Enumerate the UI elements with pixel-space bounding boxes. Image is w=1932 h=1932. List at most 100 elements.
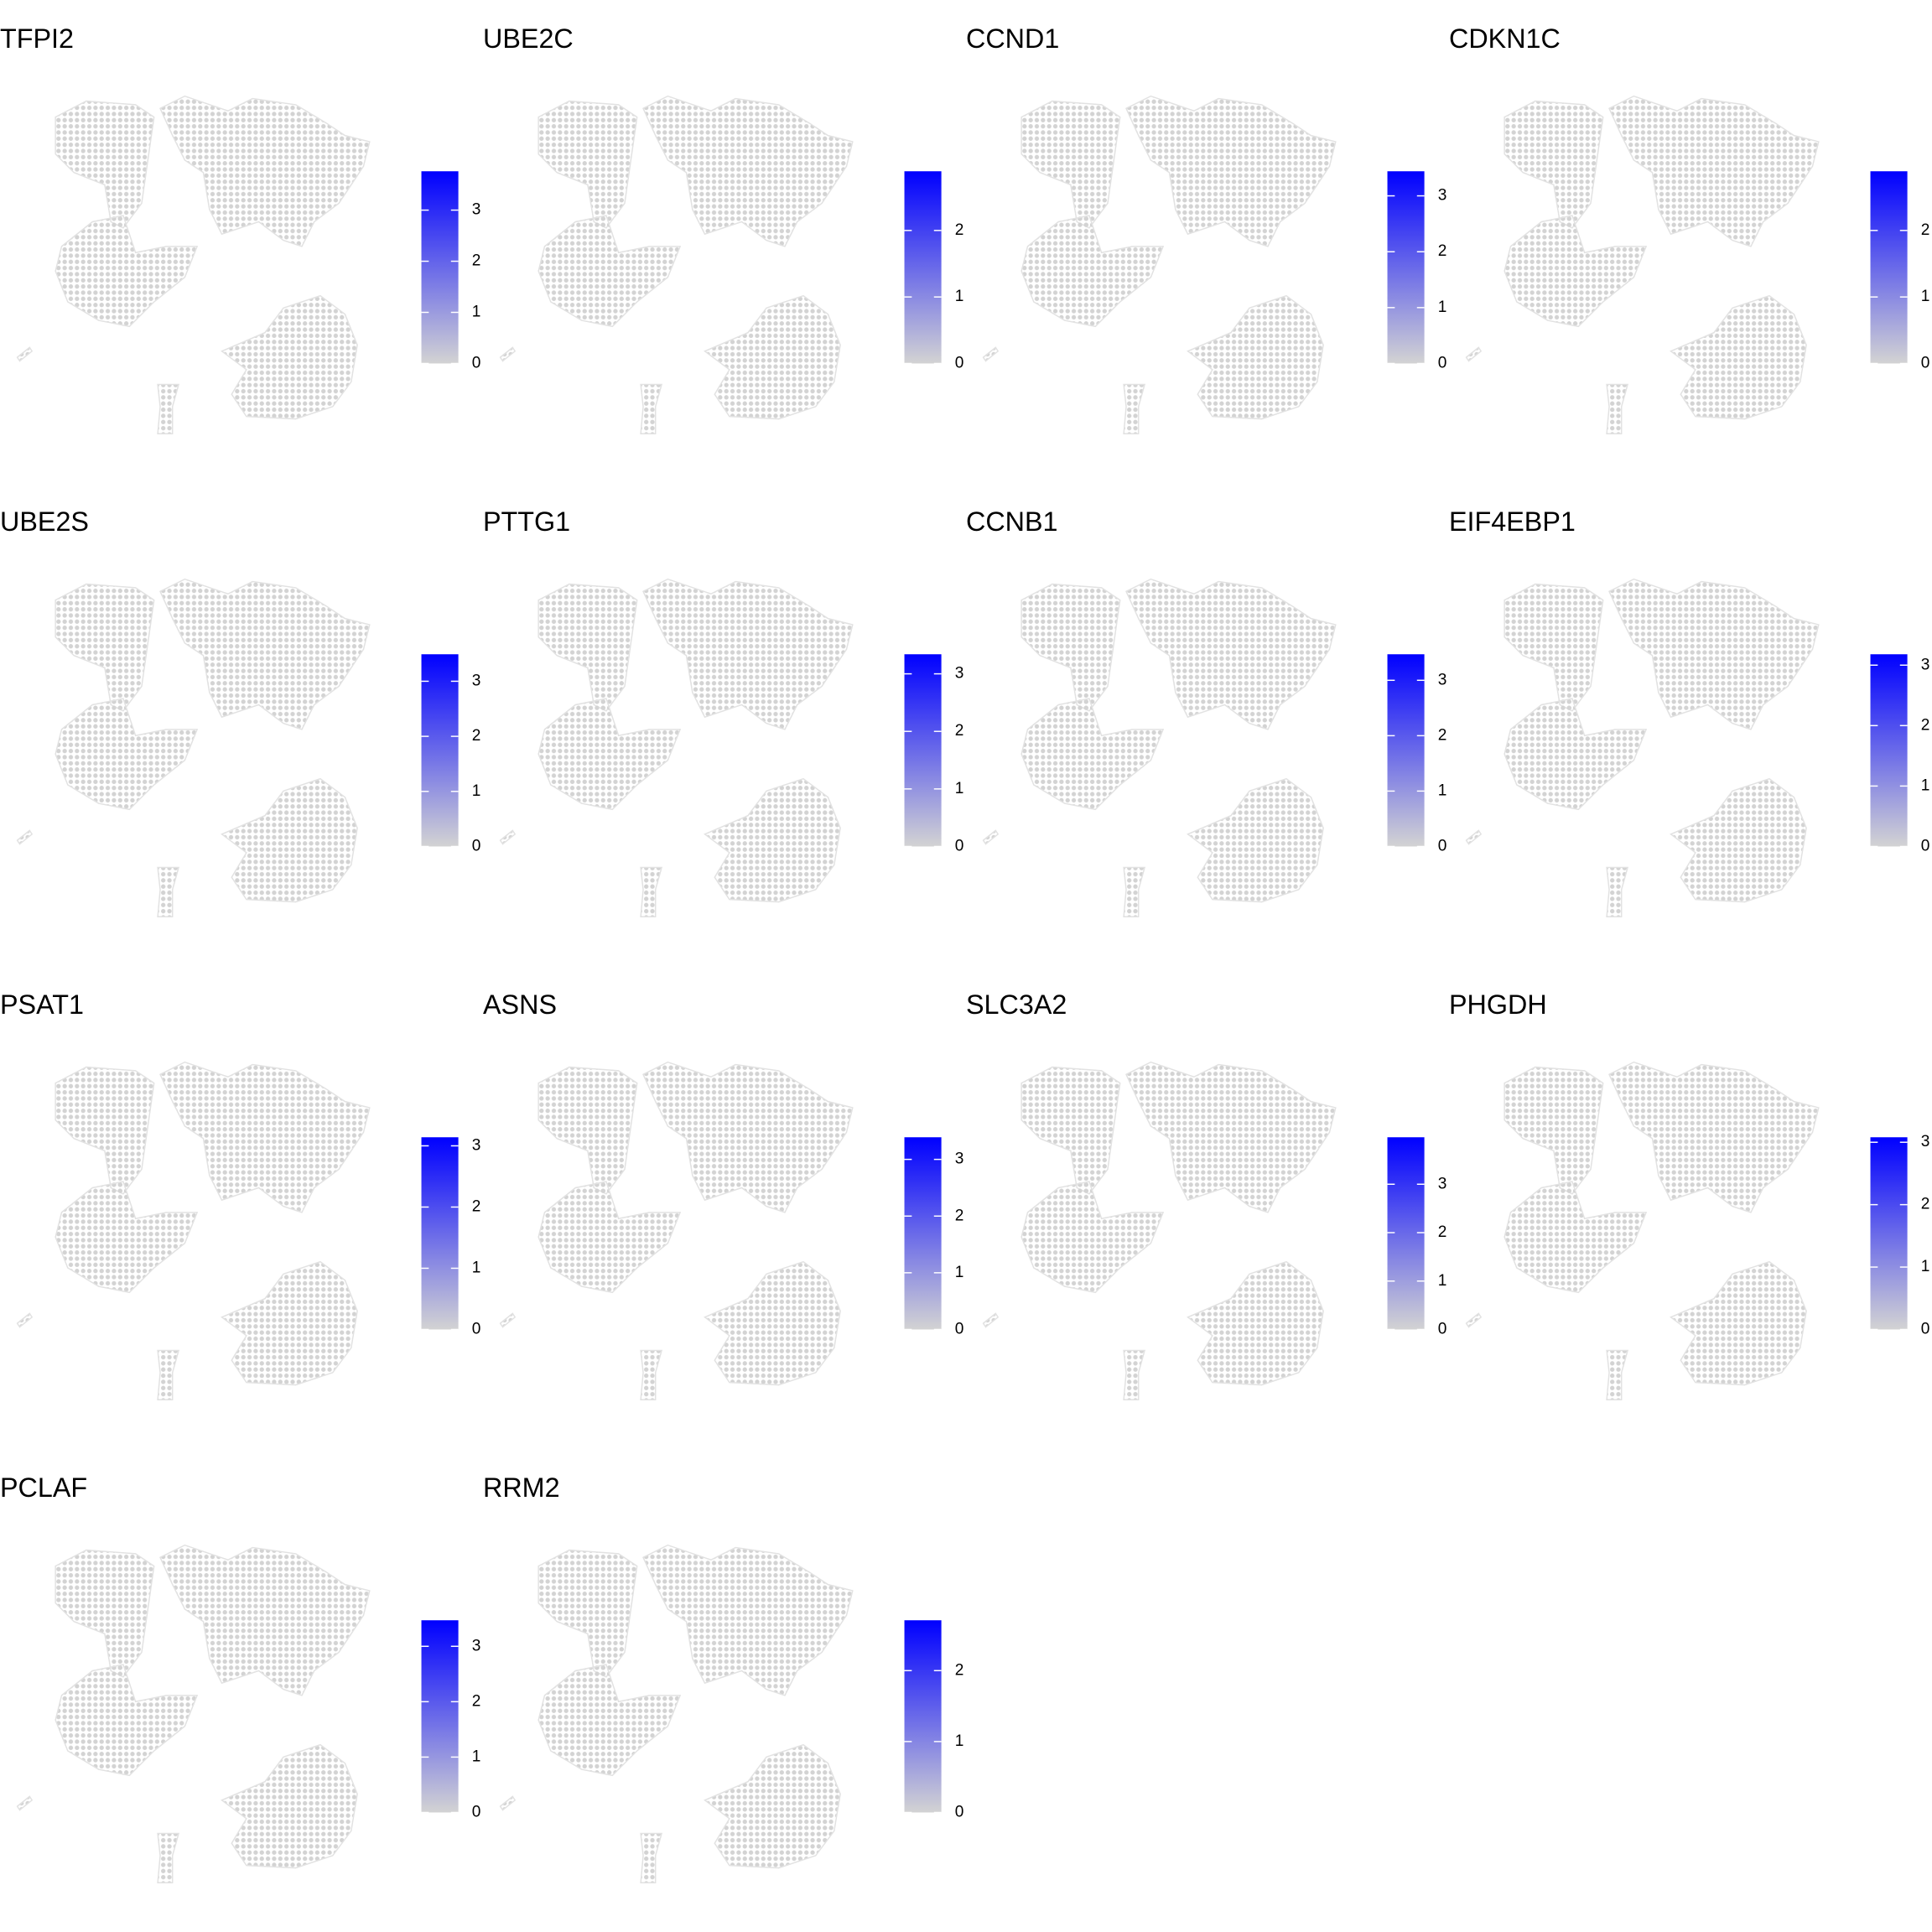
feature-panel: EIF4EBP1 0 1 2 3 [1449,506,1929,917]
panel-title: SLC3A2 [966,989,1067,1020]
colorbar-tick-label: 2 [472,1692,481,1710]
colorbar [904,654,942,847]
colorbar-tick-label: 3 [1438,187,1447,205]
panel-title: EIF4EBP1 [1449,506,1576,537]
panel-title: PCLAF [0,1472,87,1503]
colorbar-tick-label: 0 [1921,355,1930,372]
feature-panel: PTTG1 0 1 2 3 [483,506,963,917]
panel-title: ASNS [483,989,557,1020]
colorbar [1387,654,1425,847]
colorbar-tick-label: 0 [955,1321,964,1338]
colorbar [421,1620,459,1813]
colorbar [421,1137,459,1330]
colorbar-tick-label: 0 [955,838,964,855]
feature-panel: CCND1 0 1 2 3 [966,23,1446,434]
panel-title: PHGDH [1449,989,1547,1020]
cell-cloud [16,578,371,917]
cell-cloud [1465,578,1820,917]
colorbar-tick-label: 2 [1438,726,1447,744]
colorbar-tick-label: 0 [955,355,964,372]
colorbar-tick-label: 3 [472,672,481,689]
colorbar-tick-label: 1 [1438,1272,1447,1290]
panel-title: PTTG1 [483,506,570,537]
panel-title: UBE2S [0,506,89,537]
colorbar-tick-label: 1 [472,782,481,800]
colorbar-tick-label: 3 [1921,1133,1930,1150]
colorbar-tick-label: 1 [472,304,481,321]
colorbar-tick-label: 2 [1438,242,1447,260]
feature-panel: PCLAF 0 1 2 3 [0,1472,480,1883]
colorbar-tick-label: 3 [472,1637,481,1654]
colorbar-tick-label: 2 [472,727,481,745]
colorbar-tick-label: 0 [1438,1321,1447,1338]
cell-cloud [16,1061,371,1400]
colorbar [421,171,459,364]
colorbar-tick-label: 1 [955,1264,964,1281]
cell-cloud [982,95,1337,434]
feature-panel: UBE2S 0 1 2 3 [0,506,480,917]
colorbar-tick-label: 3 [955,665,964,683]
feature-panel: ASNS 0 1 2 3 [483,989,963,1400]
colorbar-tick-label: 0 [472,1321,481,1338]
colorbar-tick-label: 1 [1921,1258,1930,1275]
colorbar-tick-label: 2 [472,1198,481,1216]
colorbar [1387,171,1425,364]
colorbar-tick-label: 3 [1438,1175,1447,1192]
feature-panel: CCNB1 0 1 2 3 [966,506,1446,917]
feature-panel: SLC3A2 0 1 2 3 [966,989,1446,1400]
colorbar-tick-label: 2 [955,722,964,740]
cell-cloud [499,1544,854,1883]
colorbar-tick-label: 0 [472,838,481,855]
colorbar-tick-label: 1 [472,1259,481,1277]
colorbar-tick-label: 3 [1438,671,1447,688]
colorbar-tick-label: 1 [1921,776,1930,794]
cell-cloud [499,1061,854,1400]
colorbar-tick-label: 1 [955,780,964,797]
cell-cloud [16,1544,371,1883]
cell-cloud [1465,95,1820,434]
colorbar-tick-label: 0 [472,1804,481,1821]
colorbar-tick-label: 0 [1438,838,1447,855]
cell-cloud [1465,1061,1820,1400]
feature-panel: CDKN1C 0 1 2 [1449,23,1929,434]
colorbar [1870,171,1908,364]
feature-panel: RRM2 0 1 2 [483,1472,963,1883]
colorbar-tick-label: 2 [472,252,481,270]
colorbar-tick-label: 3 [1921,656,1930,673]
colorbar-tick-label: 1 [955,288,964,305]
colorbar [1870,1137,1908,1330]
colorbar [1387,1137,1425,1330]
panel-title: TFPI2 [0,23,74,54]
colorbar [904,1620,942,1813]
colorbar-tick-label: 0 [472,355,481,372]
panel-title: CCNB1 [966,506,1058,537]
colorbar-tick-label: 2 [1921,1196,1930,1213]
colorbar-tick-label: 0 [955,1804,964,1821]
colorbar-tick-label: 0 [1438,355,1447,372]
colorbar-tick-label: 2 [1921,221,1930,239]
panel-title: UBE2C [483,23,574,54]
colorbar-tick-label: 3 [472,201,481,219]
colorbar [421,654,459,847]
cell-cloud [499,578,854,917]
feature-panel: TFPI2 0 1 2 3 [0,23,480,434]
cell-cloud [982,578,1337,917]
colorbar-tick-label: 0 [1921,1321,1930,1338]
feature-panel: PSAT1 0 1 2 3 [0,989,480,1400]
colorbar [904,1137,942,1330]
colorbar-tick-label: 1 [472,1748,481,1765]
feature-panel: PHGDH 0 1 2 3 [1449,989,1929,1400]
colorbar [1870,654,1908,847]
panel-title: CCND1 [966,23,1059,54]
colorbar [904,171,942,364]
cell-cloud [982,1061,1337,1400]
cell-cloud [16,95,371,434]
colorbar-tick-label: 2 [955,1661,964,1679]
colorbar-tick-label: 2 [1921,716,1930,734]
colorbar-tick-label: 1 [1438,782,1447,799]
colorbar-tick-label: 1 [955,1732,964,1750]
colorbar-tick-label: 3 [955,1150,964,1168]
cell-cloud [499,95,854,434]
